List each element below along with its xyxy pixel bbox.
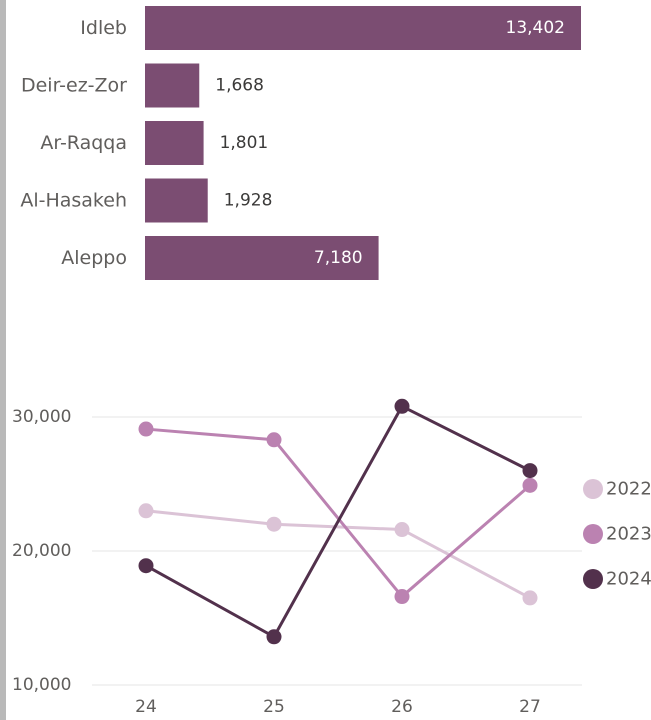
data-point [522, 463, 538, 479]
series-2024 [138, 398, 538, 645]
bar-category-label: Aleppo [61, 247, 127, 269]
series-2023 [138, 421, 538, 605]
series-line [145, 509, 531, 600]
data-point [394, 522, 410, 538]
line-chart: 10,000 20,000 30,000 24 25 26 27 2022 2023 2024 [12, 398, 651, 717]
data-point [394, 398, 410, 414]
left-edge-rule [0, 0, 6, 720]
bar-value-label: 13,402 [506, 18, 565, 38]
legend-label: 2023 [606, 524, 651, 545]
bar-value-label: 1,668 [215, 76, 264, 96]
data-point [522, 590, 538, 606]
series-2022 [138, 503, 538, 606]
data-point [394, 589, 410, 605]
bar-chart: Idleb 13,402 Deir-ez-Zor 1,668 Ar-Raqqa 1,801… [20, 6, 581, 280]
legend-marker [583, 524, 603, 544]
data-point [266, 432, 282, 448]
x-tick-label: 27 [519, 697, 541, 717]
x-tick-label: 26 [391, 697, 413, 717]
data-point [266, 629, 282, 645]
legend-marker [583, 479, 603, 499]
data-point [266, 516, 282, 532]
data-point [138, 503, 154, 519]
data-point [138, 558, 154, 574]
x-tick-label: 24 [135, 697, 157, 717]
legend-marker [583, 569, 603, 589]
y-tick-label: 20,000 [12, 541, 71, 561]
bar-category-label: Deir-ez-Zor [21, 75, 127, 97]
legend-label: 2022 [606, 479, 651, 500]
bar-value-label: 1,928 [224, 191, 273, 211]
bar-value-label: 7,180 [314, 248, 363, 268]
bar [145, 236, 379, 280]
series-line [145, 404, 531, 639]
bar-category-label: Al-Hasakeh [20, 190, 127, 212]
bar-value-label: 1,801 [220, 133, 269, 153]
bar [145, 63, 200, 108]
bar [145, 121, 204, 165]
data-point [138, 421, 154, 437]
y-tick-label: 30,000 [12, 407, 71, 427]
bar-category-label: Ar-Raqqa [40, 132, 127, 154]
series-line [145, 427, 531, 599]
data-point [522, 477, 538, 493]
bar [145, 6, 581, 50]
x-tick-label: 25 [263, 697, 285, 717]
y-tick-label: 10,000 [12, 675, 71, 695]
bar-category-label: Idleb [80, 17, 127, 39]
bar [145, 178, 208, 223]
legend-label: 2024 [606, 569, 651, 590]
